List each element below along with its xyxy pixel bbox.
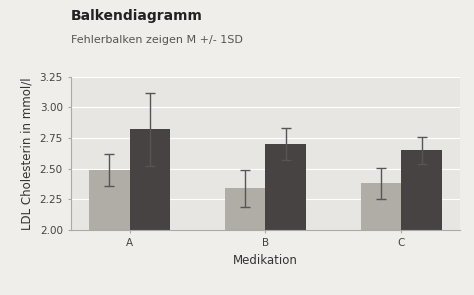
Text: Balkendiagramm: Balkendiagramm (71, 9, 203, 23)
Bar (89, 170, 129, 295)
Text: Fehlerbalken zeigen M +/- 1SD: Fehlerbalken zeigen M +/- 1SD (71, 35, 243, 45)
Bar (129, 130, 170, 295)
X-axis label: Medikation: Medikation (233, 254, 298, 267)
Bar (265, 144, 306, 295)
Y-axis label: LDL Cholesterin in mmol/l: LDL Cholesterin in mmol/l (21, 77, 34, 230)
Bar (361, 183, 401, 295)
Bar (401, 150, 442, 295)
Bar (225, 189, 265, 295)
